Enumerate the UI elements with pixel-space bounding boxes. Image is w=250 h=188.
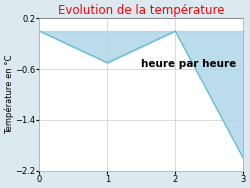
Y-axis label: Température en °C: Température en °C	[4, 55, 14, 134]
Text: heure par heure: heure par heure	[140, 59, 236, 69]
Title: Evolution de la température: Evolution de la température	[58, 4, 224, 17]
